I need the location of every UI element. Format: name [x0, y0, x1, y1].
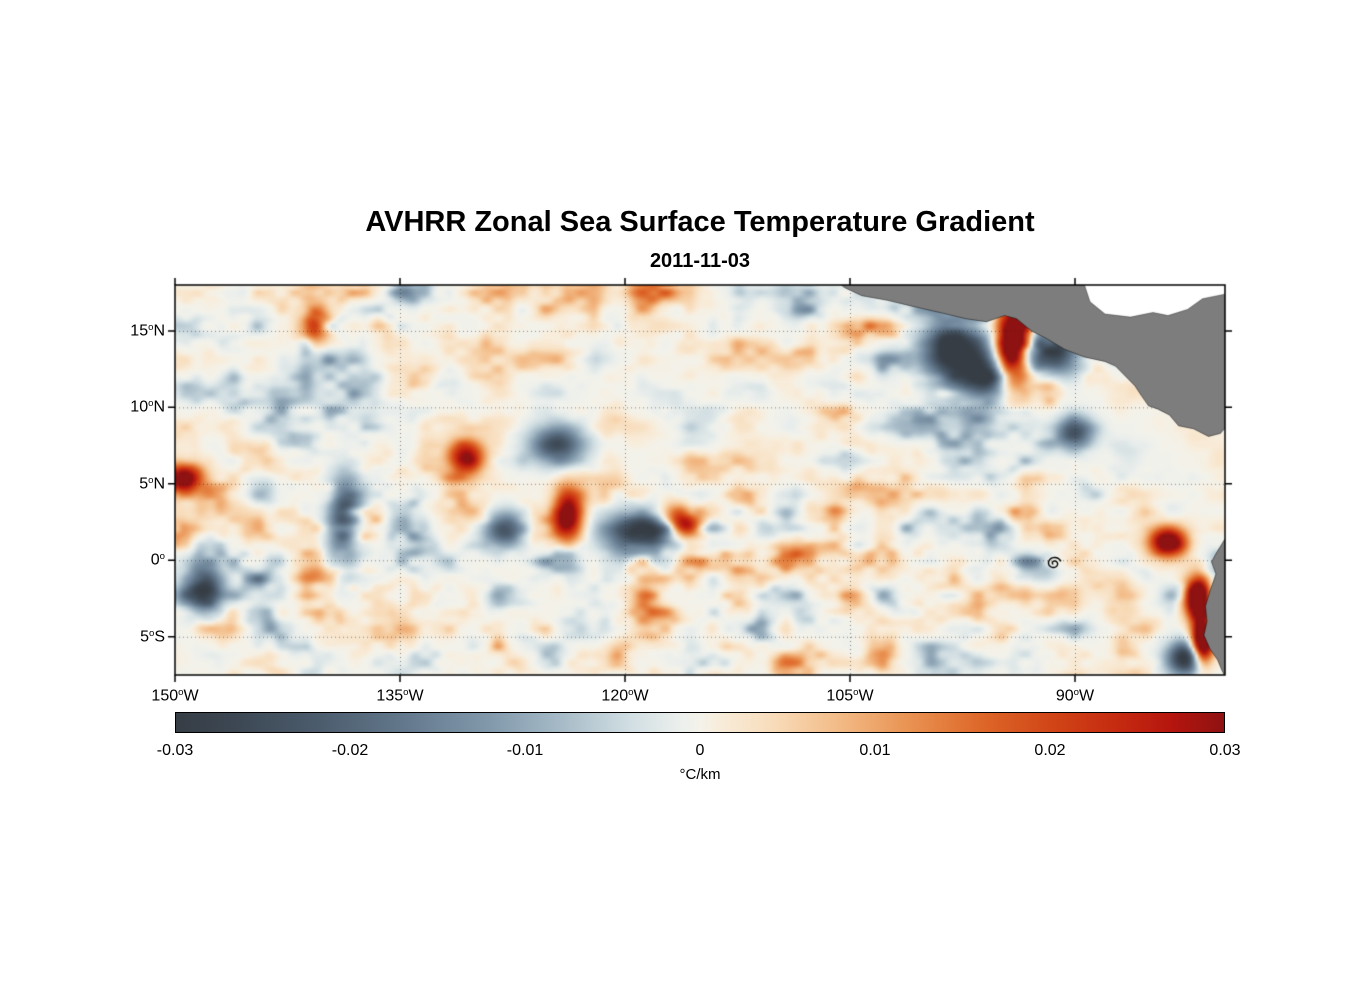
- y-tick-label: 5oN: [139, 474, 165, 493]
- y-tick-label: 0o: [150, 551, 165, 569]
- colorbar-tick-label: 0.02: [1034, 742, 1066, 759]
- degree-superscript: o: [628, 687, 634, 699]
- colorbar-tick-label: 0.01: [859, 742, 891, 759]
- degree-superscript: o: [1073, 687, 1080, 699]
- colorbar-tick-label: -0.01: [506, 742, 544, 759]
- y-tick-label: 5oS: [140, 627, 165, 646]
- colorbar-tick-label: 0.03: [1209, 742, 1241, 759]
- degree-superscript: o: [148, 398, 154, 410]
- page-title: AVHRR Zonal Sea Surface Temperature Grad…: [365, 206, 1035, 238]
- y-tick-label: 15oN: [130, 322, 165, 340]
- x-tick-label: 135oW: [376, 687, 424, 705]
- degree-superscript: o: [148, 322, 154, 334]
- degree-superscript: o: [159, 551, 165, 563]
- sst-gradient-map-canvas: [165, 275, 1235, 685]
- colorbar-units-label: °C/km: [679, 766, 721, 783]
- x-tick-label: 120oW: [601, 687, 649, 705]
- colorbar-tick-label: -0.03: [156, 742, 194, 759]
- degree-superscript: o: [178, 687, 184, 699]
- colorbar-tick-label: 0: [695, 742, 705, 759]
- y-tick-label: 10oN: [130, 398, 165, 416]
- degree-superscript: o: [853, 687, 859, 699]
- degree-superscript: o: [148, 627, 155, 639]
- chart-date-subtitle: 2011-11-03: [649, 250, 751, 272]
- degree-superscript: o: [403, 687, 409, 699]
- colorbar: [175, 712, 1225, 733]
- colorbar-tick-label: -0.02: [331, 742, 369, 759]
- x-tick-label: 90oW: [1055, 687, 1095, 705]
- degree-superscript: o: [148, 474, 154, 486]
- x-tick-label: 150oW: [151, 687, 199, 705]
- x-tick-label: 105oW: [826, 687, 874, 705]
